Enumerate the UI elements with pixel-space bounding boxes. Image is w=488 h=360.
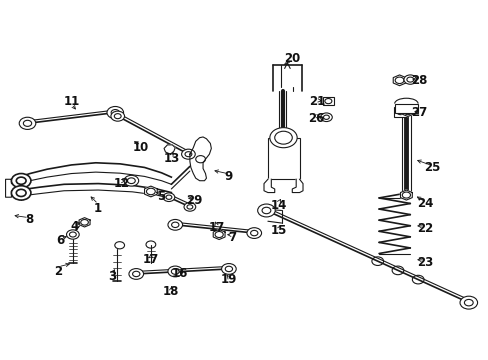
Text: 26: 26 xyxy=(308,112,324,125)
Text: 5: 5 xyxy=(157,190,165,203)
Polygon shape xyxy=(400,190,411,200)
Text: 7: 7 xyxy=(228,231,236,244)
Polygon shape xyxy=(79,218,90,227)
Polygon shape xyxy=(163,145,175,154)
Polygon shape xyxy=(402,107,412,117)
Circle shape xyxy=(246,228,261,238)
Circle shape xyxy=(459,296,477,309)
Text: 4: 4 xyxy=(71,220,79,233)
Circle shape xyxy=(221,264,236,274)
Polygon shape xyxy=(392,75,405,86)
Text: 21: 21 xyxy=(309,95,325,108)
Circle shape xyxy=(107,107,123,119)
Circle shape xyxy=(111,111,124,121)
Polygon shape xyxy=(189,137,211,181)
Circle shape xyxy=(167,220,182,230)
Circle shape xyxy=(257,204,275,217)
Text: 6: 6 xyxy=(57,234,65,247)
Circle shape xyxy=(19,117,36,130)
Text: 29: 29 xyxy=(186,194,203,207)
Circle shape xyxy=(163,193,174,202)
Text: 8: 8 xyxy=(25,213,33,226)
Polygon shape xyxy=(264,179,274,193)
Text: 10: 10 xyxy=(133,141,149,154)
Text: 12: 12 xyxy=(113,177,129,190)
Polygon shape xyxy=(144,186,157,197)
Text: 17: 17 xyxy=(142,253,159,266)
Polygon shape xyxy=(5,179,21,197)
Text: 20: 20 xyxy=(284,52,300,65)
Text: 19: 19 xyxy=(220,273,237,286)
Text: 22: 22 xyxy=(416,222,432,235)
Text: 1: 1 xyxy=(94,202,102,215)
Text: 23: 23 xyxy=(416,256,432,269)
FancyBboxPatch shape xyxy=(267,138,299,179)
Text: 18: 18 xyxy=(163,285,179,298)
Text: 25: 25 xyxy=(423,161,440,174)
Text: 24: 24 xyxy=(416,197,432,210)
Circle shape xyxy=(403,75,416,84)
Circle shape xyxy=(183,203,195,211)
Polygon shape xyxy=(393,107,406,117)
Text: 14: 14 xyxy=(270,199,286,212)
Circle shape xyxy=(11,186,31,200)
Circle shape xyxy=(11,174,31,188)
Circle shape xyxy=(167,266,182,277)
Polygon shape xyxy=(213,229,224,239)
Circle shape xyxy=(320,113,331,122)
Text: 17: 17 xyxy=(208,221,224,234)
Circle shape xyxy=(66,230,79,239)
Text: 15: 15 xyxy=(270,224,286,237)
Text: 3: 3 xyxy=(107,270,116,283)
Text: 13: 13 xyxy=(163,152,179,165)
Circle shape xyxy=(181,149,195,159)
Circle shape xyxy=(124,175,139,186)
Text: 11: 11 xyxy=(63,95,80,108)
Circle shape xyxy=(269,128,297,148)
Text: 9: 9 xyxy=(224,170,233,183)
Circle shape xyxy=(129,269,143,279)
Polygon shape xyxy=(292,179,303,193)
Text: 27: 27 xyxy=(410,106,427,119)
Text: 16: 16 xyxy=(172,267,188,280)
Text: 28: 28 xyxy=(410,74,427,87)
Text: 2: 2 xyxy=(54,265,62,278)
Polygon shape xyxy=(322,97,333,105)
FancyBboxPatch shape xyxy=(394,104,417,113)
